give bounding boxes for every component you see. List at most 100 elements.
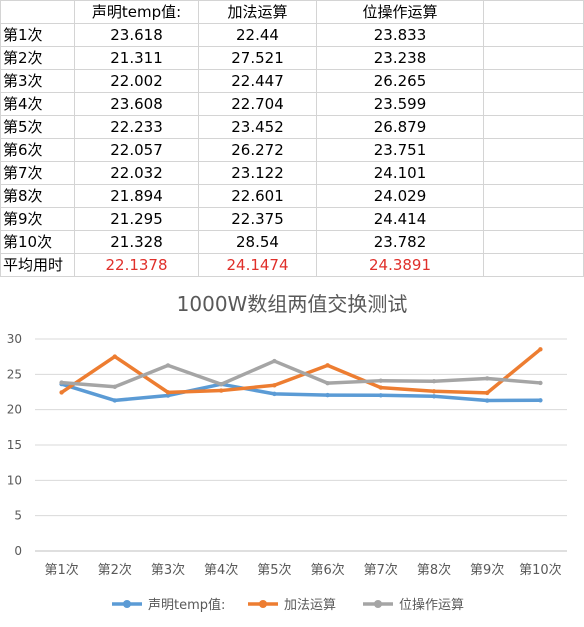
value-cell[interactable]: 22.233 (74, 115, 199, 139)
empty-cell[interactable] (483, 138, 584, 162)
data-point[interactable] (272, 383, 277, 388)
empty-cell[interactable] (483, 0, 584, 24)
value-cell[interactable]: 23.599 (316, 92, 484, 116)
row-label-cell[interactable]: 第2次 (0, 46, 75, 70)
data-point[interactable] (272, 358, 277, 364)
value-cell[interactable]: 23.122 (198, 161, 317, 185)
value-cell[interactable]: 22.057 (74, 138, 199, 162)
value-cell[interactable]: 23.782 (316, 230, 484, 254)
data-point[interactable] (378, 385, 383, 390)
value-cell[interactable]: 22.375 (198, 207, 317, 231)
table-row: 第5次 22.233 23.452 26.879 (0, 115, 584, 139)
empty-cell[interactable] (483, 207, 584, 231)
value-cell[interactable]: 23.238 (316, 46, 484, 70)
value-cell[interactable]: 24.414 (316, 207, 484, 231)
value-cell[interactable]: 23.751 (316, 138, 484, 162)
value-cell[interactable]: 21.311 (74, 46, 199, 70)
empty-cell[interactable] (483, 230, 584, 254)
data-point[interactable] (165, 390, 171, 395)
data-point[interactable] (538, 398, 543, 403)
empty-cell[interactable] (483, 69, 584, 93)
empty-cell[interactable] (483, 115, 584, 139)
data-point[interactable] (431, 394, 437, 399)
data-point[interactable] (325, 392, 330, 398)
table-row: 第2次 21.311 27.521 23.238 (0, 46, 584, 70)
data-point[interactable] (378, 393, 383, 398)
value-cell[interactable]: 27.521 (198, 46, 317, 70)
row-label-cell[interactable]: 第3次 (0, 69, 75, 93)
legend-marker (374, 600, 382, 608)
data-point[interactable] (59, 380, 64, 385)
y-tick-label: 15 (7, 438, 22, 452)
data-point[interactable] (112, 398, 118, 403)
data-point[interactable] (272, 391, 277, 397)
data-point[interactable] (219, 382, 224, 387)
data-point[interactable] (165, 363, 171, 368)
empty-cell[interactable] (483, 46, 584, 70)
row-label-cell[interactable]: 第4次 (0, 92, 75, 116)
header-cell[interactable]: 位操作运算 (316, 0, 484, 24)
value-cell[interactable]: 22.44 (198, 23, 317, 47)
data-table: 声明temp值: 加法运算 位操作运算 第1次 23.618 22.44 23.833 第2次… (0, 0, 584, 277)
row-label-cell[interactable]: 平均用时 (0, 253, 75, 277)
data-point[interactable] (112, 384, 118, 389)
value-cell[interactable]: 22.002 (74, 69, 199, 93)
value-cell[interactable]: 24.101 (316, 161, 484, 185)
x-tick-label: 第8次 (417, 562, 451, 578)
value-cell[interactable]: 23.833 (316, 23, 484, 47)
data-point[interactable] (538, 347, 543, 352)
value-cell[interactable]: 26.879 (316, 115, 484, 139)
data-point[interactable] (485, 398, 490, 403)
empty-cell[interactable] (483, 23, 584, 47)
value-cell[interactable]: 23.452 (198, 115, 317, 139)
data-point[interactable] (538, 380, 543, 386)
row-label-cell[interactable]: 第1次 (0, 23, 75, 47)
value-cell[interactable]: 21.295 (74, 207, 199, 231)
row-label-cell[interactable]: 第5次 (0, 115, 75, 139)
average-value-cell[interactable]: 22.1378 (74, 253, 199, 277)
row-label-cell[interactable]: 第10次 (0, 230, 75, 254)
series-line-3[interactable] (59, 359, 543, 389)
value-cell[interactable]: 21.328 (74, 230, 199, 254)
empty-cell[interactable] (483, 92, 584, 116)
data-point[interactable] (431, 378, 437, 384)
value-cell[interactable]: 24.029 (316, 184, 484, 208)
value-cell[interactable]: 22.601 (198, 184, 317, 208)
value-cell[interactable]: 22.032 (74, 161, 199, 185)
average-value-cell[interactable]: 24.1474 (198, 253, 317, 277)
header-cell[interactable]: 加法运算 (198, 0, 317, 24)
data-point[interactable] (59, 390, 64, 395)
legend-label: 位操作运算 (399, 597, 464, 613)
value-cell[interactable]: 23.618 (74, 23, 199, 47)
data-point[interactable] (431, 389, 437, 394)
data-point[interactable] (112, 354, 118, 359)
row-label-cell[interactable]: 第7次 (0, 161, 75, 185)
empty-cell[interactable] (483, 161, 584, 185)
row-label-cell[interactable]: 第6次 (0, 138, 75, 162)
header-cell[interactable]: 声明temp值: (74, 0, 199, 24)
average-value-cell[interactable]: 24.3891 (316, 253, 484, 277)
row-label-cell[interactable]: 第9次 (0, 207, 75, 231)
value-cell[interactable]: 26.272 (198, 138, 317, 162)
data-point[interactable] (165, 393, 171, 398)
row-label-cell[interactable]: 第8次 (0, 184, 75, 208)
data-point[interactable] (485, 376, 490, 381)
data-point[interactable] (378, 378, 383, 383)
y-tick-label: 10 (7, 473, 22, 487)
data-point[interactable] (219, 388, 224, 393)
data-point[interactable] (325, 380, 330, 386)
value-cell[interactable]: 21.894 (74, 184, 199, 208)
value-cell[interactable]: 23.608 (74, 92, 199, 116)
value-cell[interactable]: 22.704 (198, 92, 317, 116)
series-line-1[interactable] (59, 382, 543, 403)
y-tick-label: 25 (7, 367, 22, 381)
empty-cell[interactable] (483, 253, 584, 277)
data-point[interactable] (485, 390, 490, 396)
header-cell[interactable] (0, 0, 75, 24)
value-cell[interactable]: 28.54 (198, 230, 317, 254)
x-tick-label: 第3次 (151, 562, 185, 578)
empty-cell[interactable] (483, 184, 584, 208)
value-cell[interactable]: 26.265 (316, 69, 484, 93)
value-cell[interactable]: 22.447 (198, 69, 317, 93)
data-point[interactable] (325, 363, 330, 368)
